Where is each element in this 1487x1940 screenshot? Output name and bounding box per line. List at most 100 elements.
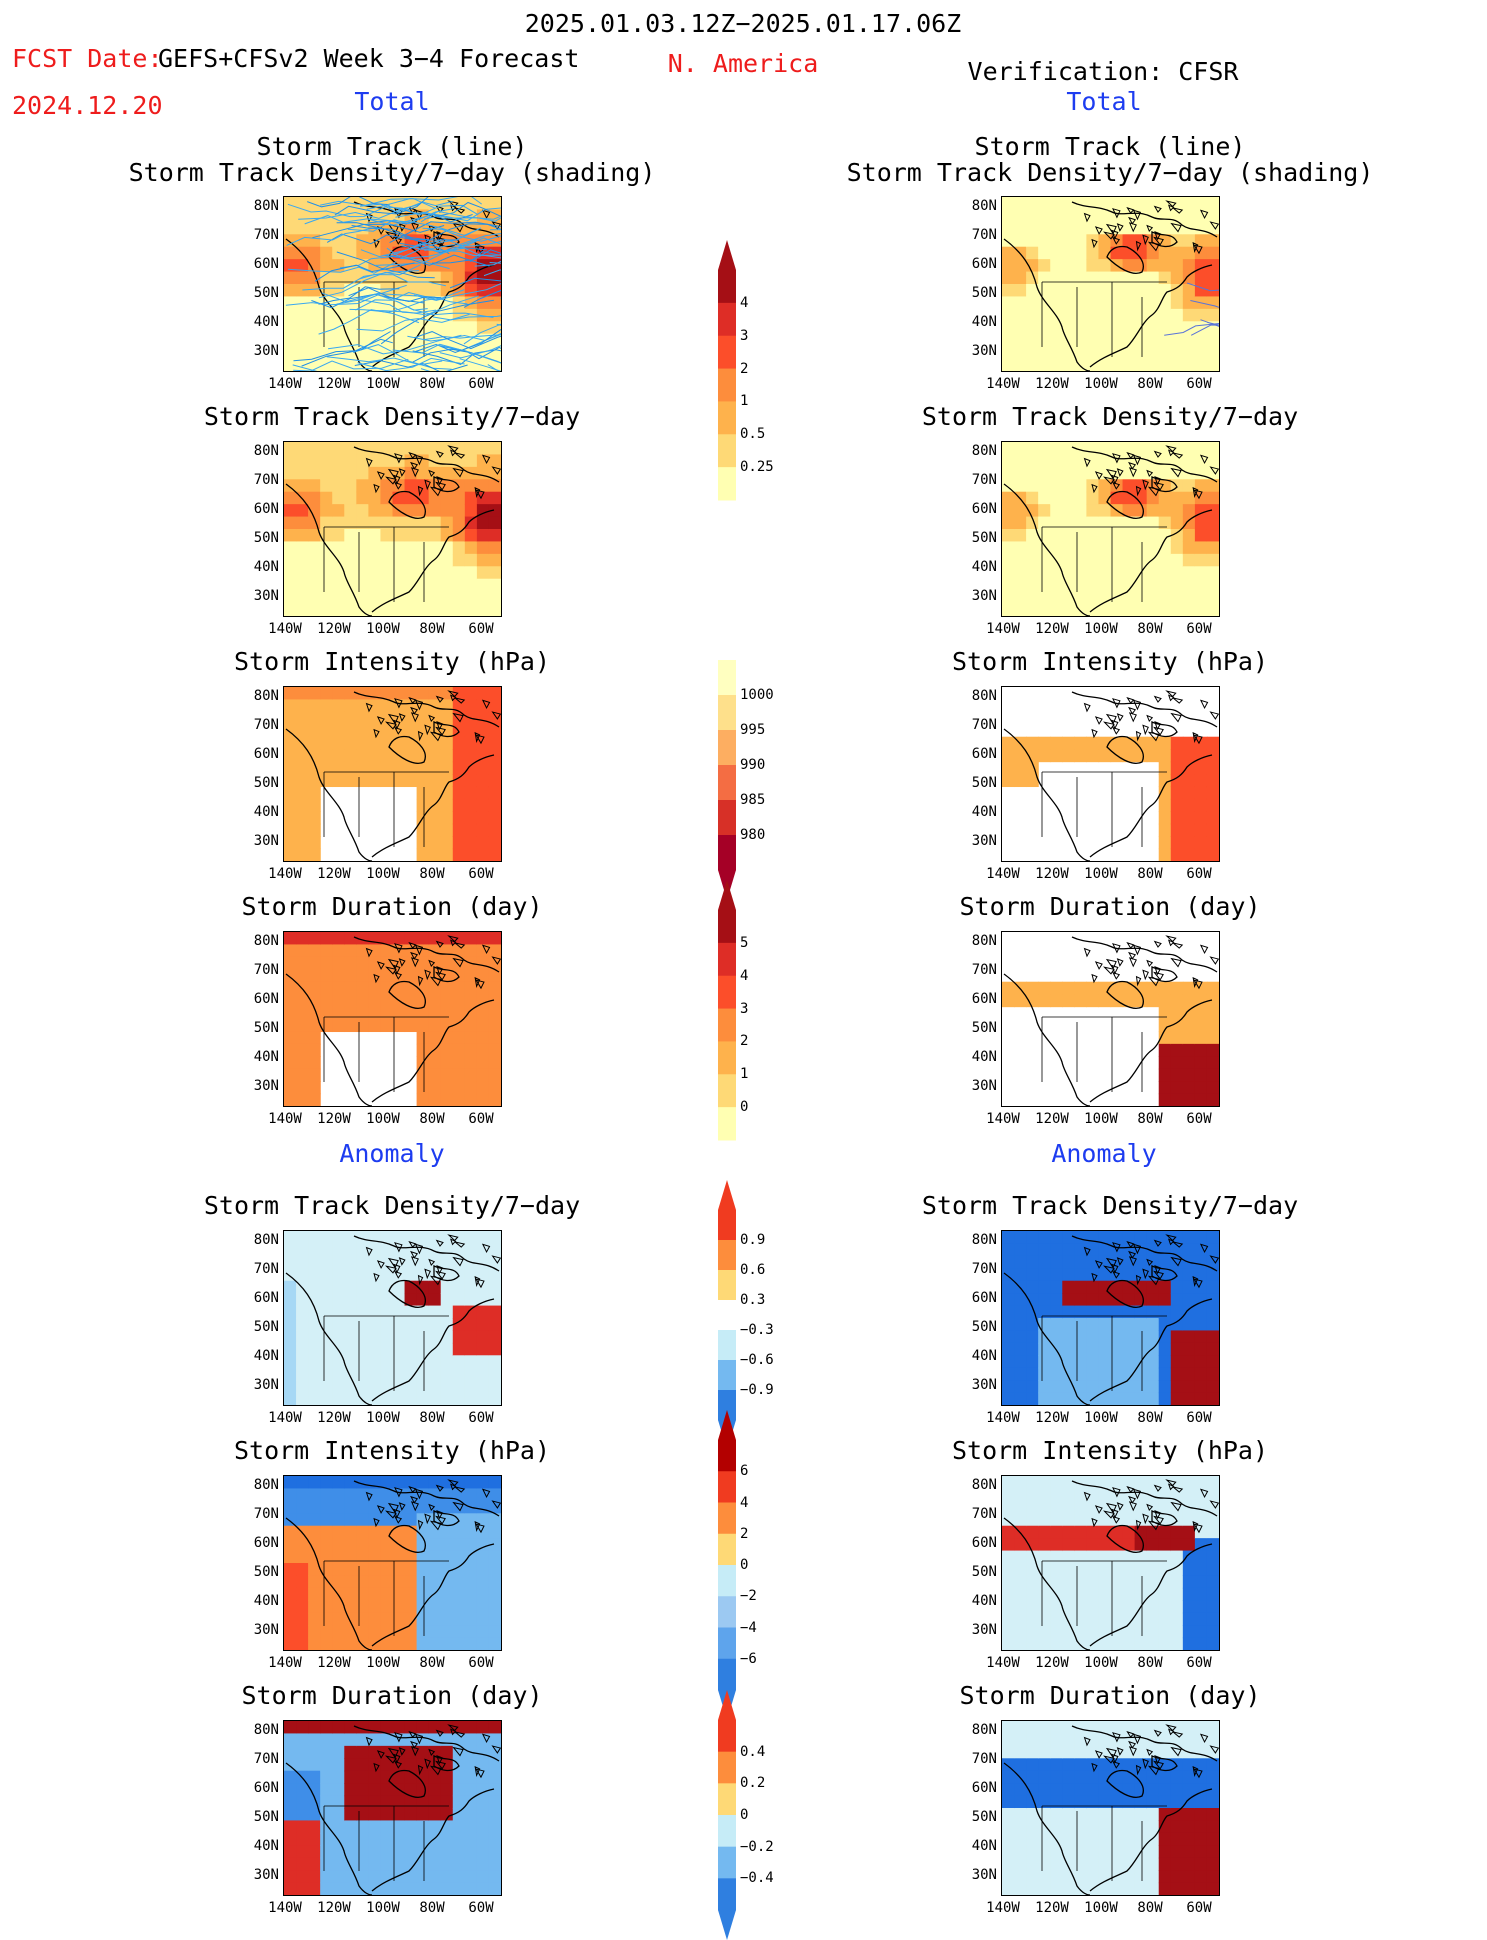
lat-tick-label: 30N xyxy=(253,1377,279,1393)
lat-tick-label: 60N xyxy=(971,501,997,517)
colorbar-label: 0 xyxy=(740,1557,749,1573)
section-anomaly-left: Anomaly xyxy=(339,1139,445,1168)
colorbar-label: −0.6 xyxy=(740,1352,774,1368)
lat-tick-label: 60N xyxy=(253,991,279,1007)
lat-tick-label: 60N xyxy=(971,1535,997,1551)
colorbar-segment xyxy=(718,302,736,337)
lat-tick-label: 30N xyxy=(971,588,997,604)
lon-tick-label: 140W xyxy=(268,1655,302,1671)
colorbar-segment xyxy=(718,1783,736,1816)
title-density-left: Storm Track Density/7−day xyxy=(203,402,581,431)
map-intensity-anom-forecast xyxy=(283,1475,502,1651)
lat-tick-label: 30N xyxy=(971,1377,997,1393)
section-total-right: Total xyxy=(1066,87,1142,116)
lat-tick-label: 80N xyxy=(253,688,279,704)
lat-tick-label: 30N xyxy=(253,1622,279,1638)
colorbar-label: −6 xyxy=(740,1650,757,1667)
lat-tick-label: 50N xyxy=(971,775,997,791)
colorbar-label: 985 xyxy=(740,792,766,808)
lon-tick-label: 100W xyxy=(1084,376,1118,392)
lon-tick-label: 120W xyxy=(1035,866,1069,882)
title-track-shading-left: Storm Track Density/7−day (shading) xyxy=(128,158,656,187)
colorbar-segment xyxy=(718,660,736,696)
title-track-line-left: Storm Track (line) xyxy=(256,132,528,161)
lat-tick-label: 30N xyxy=(971,343,997,359)
colorbar-label: 0.3 xyxy=(740,1292,766,1308)
colorbar-label: 6 xyxy=(740,1463,749,1480)
colorbar-segment xyxy=(718,1471,736,1503)
map-density-anom-verification xyxy=(1001,1230,1220,1406)
colorbar-duration_anom xyxy=(718,1690,736,1940)
colorbar-label: 5 xyxy=(740,934,749,951)
lat-tick-label: 40N xyxy=(971,314,997,330)
lat-tick-label: 80N xyxy=(971,443,997,459)
colorbar-segment xyxy=(718,1565,736,1597)
colorbar-segment xyxy=(718,467,736,501)
colorbar-label: 0.9 xyxy=(740,1232,766,1248)
lon-tick-label: 60W xyxy=(1186,866,1212,882)
lon-tick-label: 80W xyxy=(1137,866,1163,882)
colorbar-segment xyxy=(718,835,736,871)
lat-tick-label: 80N xyxy=(253,1477,279,1493)
lat-tick-label: 60N xyxy=(253,746,279,762)
lon-tick-label: 120W xyxy=(317,376,351,392)
lat-tick-label: 40N xyxy=(253,804,279,820)
colorbar-segment xyxy=(718,1596,736,1628)
section-anomaly-right: Anomaly xyxy=(1051,1139,1157,1168)
map-duration-verification xyxy=(1001,931,1220,1107)
lat-tick-label: 50N xyxy=(253,1564,279,1580)
lat-tick-label: 50N xyxy=(253,775,279,791)
colorbar-label: 1 xyxy=(740,1066,749,1083)
lat-tick-label: 70N xyxy=(971,717,997,733)
lat-tick-label: 50N xyxy=(971,1564,997,1580)
lon-tick-label: 80W xyxy=(419,1410,445,1426)
lat-tick-label: 50N xyxy=(971,530,997,546)
colorbar-segment xyxy=(718,800,736,836)
title-duration-anom-left: Storm Duration (day) xyxy=(241,1681,543,1710)
lat-tick-label: 60N xyxy=(253,1535,279,1551)
lon-tick-label: 120W xyxy=(1035,621,1069,637)
lat-tick-label: 80N xyxy=(253,1722,279,1738)
lon-tick-label: 80W xyxy=(419,1655,445,1671)
title-density-anom-left: Storm Track Density/7−day xyxy=(203,1191,581,1220)
title-track-line-right: Storm Track (line) xyxy=(974,132,1246,161)
colorbar-segment xyxy=(718,765,736,801)
lon-tick-label: 80W xyxy=(419,621,445,637)
colorbar-segment xyxy=(718,695,736,731)
lon-tick-label: 120W xyxy=(1035,1111,1069,1127)
lat-tick-label: 60N xyxy=(253,1780,279,1796)
lat-tick-label: 30N xyxy=(253,1867,279,1883)
title-track-shading-right: Storm Track Density/7−day (shading) xyxy=(846,158,1374,187)
lat-tick-label: 50N xyxy=(971,1809,997,1825)
lon-tick-label: 60W xyxy=(468,376,494,392)
colorbar-label: 3 xyxy=(740,1000,749,1017)
colorbar-label: −0.9 xyxy=(740,1382,774,1398)
lon-tick-label: 80W xyxy=(1137,621,1163,637)
section-total-left: Total xyxy=(354,87,430,116)
lat-tick-label: 50N xyxy=(253,530,279,546)
lon-tick-label: 100W xyxy=(366,1655,400,1671)
colorbar-segment xyxy=(718,1330,736,1361)
lon-tick-label: 80W xyxy=(1137,1410,1163,1426)
colorbar-segment xyxy=(718,910,736,944)
lon-tick-label: 60W xyxy=(1186,376,1212,392)
map-density-anom-forecast xyxy=(283,1230,502,1406)
colorbar-label: 0 xyxy=(740,1807,749,1823)
lat-tick-label: 30N xyxy=(971,833,997,849)
colorbar-segment xyxy=(718,368,736,402)
verification-label: Verification: CFSR xyxy=(967,57,1239,86)
lat-tick-label: 50N xyxy=(253,285,279,301)
lat-tick-label: 60N xyxy=(971,256,997,272)
lon-tick-label: 80W xyxy=(419,1900,445,1916)
lat-tick-label: 70N xyxy=(253,1506,279,1522)
colorbar-segment xyxy=(718,1270,736,1301)
lat-tick-label: 30N xyxy=(253,343,279,359)
lat-tick-label: 70N xyxy=(971,962,997,978)
colorbar-segment xyxy=(718,1627,736,1660)
lat-tick-label: 60N xyxy=(971,1780,997,1796)
colorbar-segment xyxy=(718,270,736,304)
colorbar-intensity_total xyxy=(718,660,736,900)
lat-tick-label: 40N xyxy=(971,559,997,575)
lat-tick-label: 70N xyxy=(971,1506,997,1522)
title-duration-anom-right: Storm Duration (day) xyxy=(959,1681,1261,1710)
